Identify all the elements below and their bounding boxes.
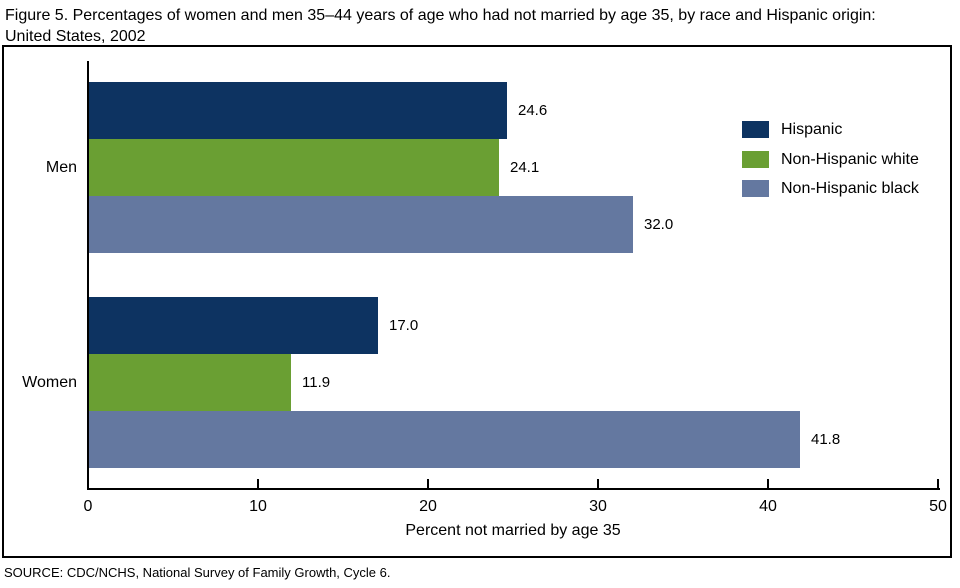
x-axis-line bbox=[87, 488, 940, 490]
legend-item-non-hispanic-black: Non-Hispanic black bbox=[742, 178, 947, 199]
bar-women-hispanic bbox=[89, 297, 378, 354]
value-label-women-non-hispanic-black: 41.8 bbox=[811, 431, 841, 448]
x-tick-label-50: 50 bbox=[929, 498, 947, 515]
y-axis-line bbox=[87, 61, 89, 490]
bar-women-non-hispanic-black bbox=[89, 411, 800, 468]
x-tick-label-0: 0 bbox=[83, 498, 93, 515]
category-label-women: Women bbox=[22, 374, 77, 391]
x-tick-label-30: 30 bbox=[589, 498, 607, 515]
x-axis-label: Percent not married by age 35 bbox=[405, 522, 621, 539]
value-label-men-non-hispanic-white: 24.1 bbox=[510, 159, 540, 176]
legend-label-non-hispanic-white: Non-Hispanic white bbox=[781, 151, 919, 168]
bar-men-non-hispanic-white bbox=[89, 139, 499, 196]
figure-title: Figure 5. Percentages of women and men 3… bbox=[5, 7, 876, 45]
legend-swatch-non-hispanic-white-icon bbox=[742, 151, 769, 168]
legend-item-hispanic: Hispanic bbox=[742, 119, 947, 140]
x-tick-20 bbox=[427, 479, 429, 488]
legend-swatch-hispanic-icon bbox=[742, 121, 769, 138]
bar-men-hispanic bbox=[89, 82, 507, 139]
x-tick-label-20: 20 bbox=[419, 498, 437, 515]
category-label-men: Men bbox=[45, 159, 77, 176]
x-tick-label-40: 40 bbox=[759, 498, 777, 515]
x-tick-label-10: 10 bbox=[249, 498, 267, 515]
value-label-women-non-hispanic-white: 11.9 bbox=[302, 374, 331, 391]
x-tick-10 bbox=[257, 479, 259, 488]
bar-men-non-hispanic-black bbox=[89, 196, 633, 253]
bar-women-non-hispanic-white bbox=[89, 354, 291, 411]
legend-label-non-hispanic-black: Non-Hispanic black bbox=[781, 180, 919, 197]
value-label-women-hispanic: 17.0 bbox=[389, 317, 419, 334]
value-label-men-non-hispanic-black: 32.0 bbox=[644, 216, 674, 233]
value-label-men-hispanic: 24.6 bbox=[518, 102, 548, 119]
source-note: SOURCE: CDC/NCHS, National Survey of Fam… bbox=[4, 565, 391, 580]
legend: Hispanic Non-Hispanic white Non-Hispanic b… bbox=[742, 119, 947, 214]
legend-swatch-non-hispanic-black-icon bbox=[742, 180, 769, 197]
x-tick-40 bbox=[767, 479, 769, 488]
legend-item-non-hispanic-white: Non-Hispanic white bbox=[742, 149, 947, 170]
x-tick-30 bbox=[597, 479, 599, 488]
legend-label-hispanic: Hispanic bbox=[781, 121, 843, 138]
x-tick-50 bbox=[937, 479, 939, 488]
chart-plot-box: 24.6 24.1 32.0 Men 17.0 11.9 41.8 Women 0 10 20 30… bbox=[2, 45, 952, 558]
